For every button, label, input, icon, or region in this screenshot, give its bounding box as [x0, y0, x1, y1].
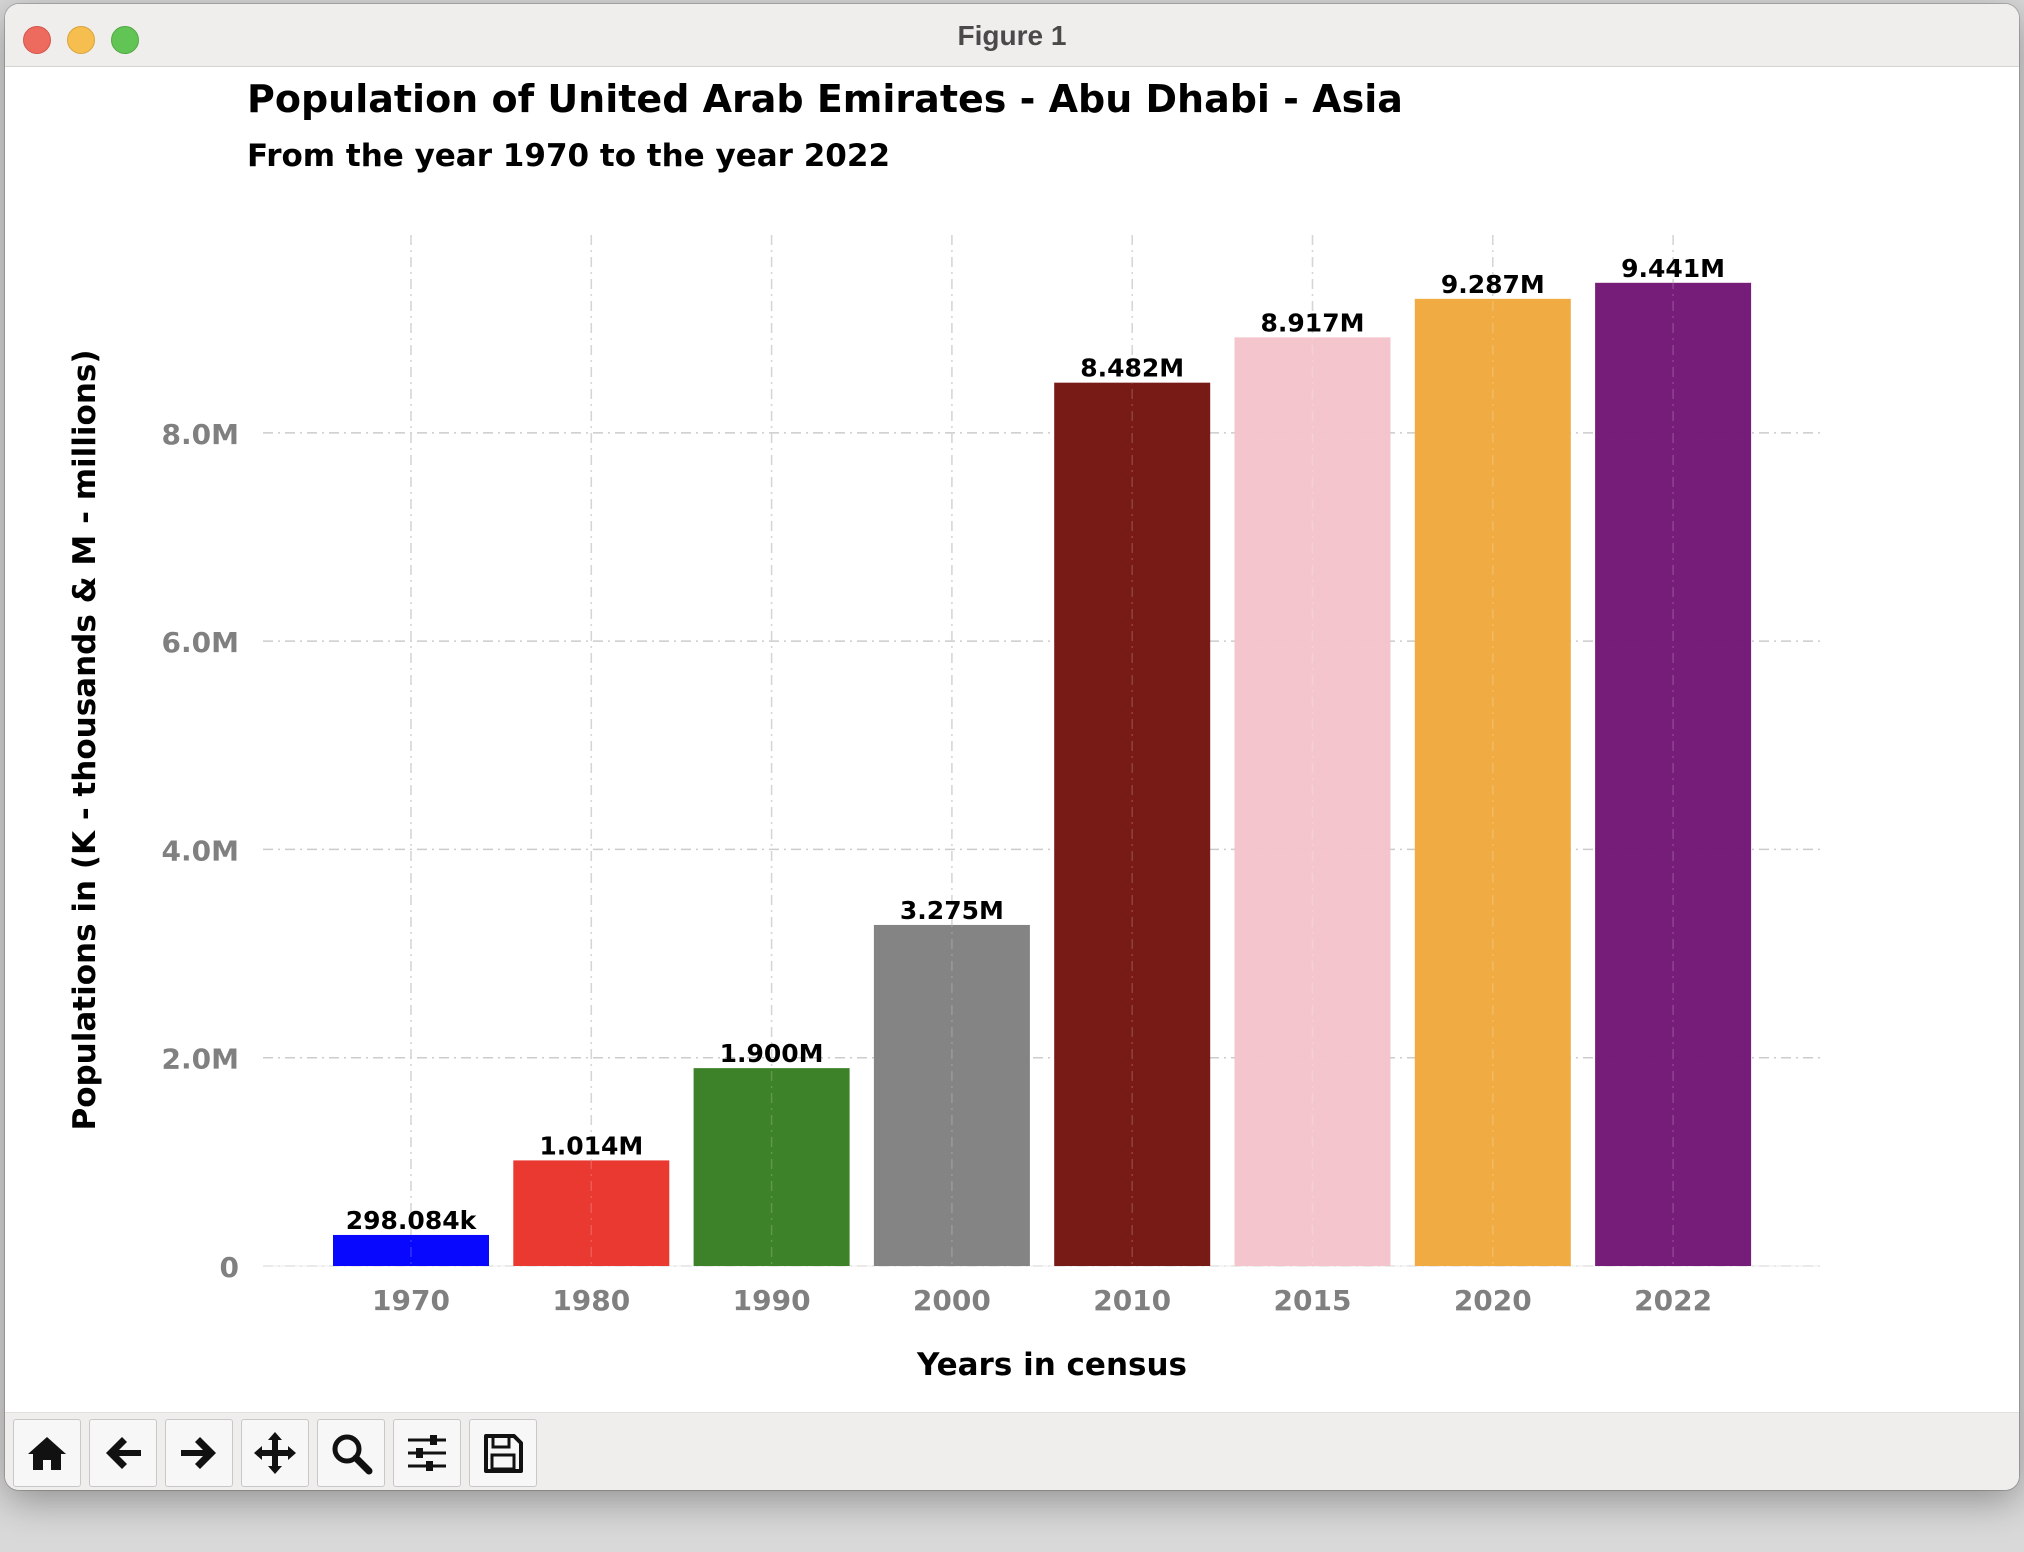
pan-button[interactable] — [241, 1419, 309, 1487]
data-label: 9.287M — [1441, 270, 1545, 299]
bar-2022 — [1595, 282, 1752, 1266]
x-tick-label: 2000 — [913, 1284, 991, 1317]
chart-subtitle: From the year 1970 to the year 2022 — [247, 138, 890, 174]
y-axis-label: Populations in (K - thousands & M - mill… — [67, 349, 103, 1130]
zoom-button[interactable] — [317, 1419, 385, 1487]
x-tick-label: 2010 — [1093, 1284, 1171, 1317]
plot-area: Population of United Arab Emirates - Abu… — [5, 67, 2019, 1412]
y-tick-label: 0 — [220, 1251, 239, 1284]
maximize-button[interactable] — [111, 26, 139, 54]
forward-arrow-icon — [181, 1437, 216, 1469]
data-label: 3.275M — [900, 896, 1004, 925]
bar-1990 — [693, 1068, 850, 1266]
y-tick-label: 8.0M — [162, 418, 239, 451]
y-tick-labels: 0 2.0M 4.0M 6.0M 8.0M — [162, 418, 239, 1284]
bars — [333, 235, 1752, 1267]
x-tick-label: 1970 — [372, 1284, 450, 1317]
x-tick-label: 2020 — [1454, 1284, 1532, 1317]
data-label: 9.441M — [1621, 254, 1725, 283]
save-button[interactable] — [469, 1419, 537, 1487]
home-button[interactable] — [13, 1419, 81, 1487]
bar-1970 — [333, 1234, 489, 1266]
navigation-toolbar — [5, 1412, 2019, 1490]
bar-1980 — [513, 1160, 670, 1266]
configure-subplots-icon — [408, 1435, 446, 1471]
x-tick-labels: 1970 1980 1990 2000 2010 2015 2020 2022 — [372, 1284, 1712, 1317]
minimize-button[interactable] — [67, 26, 95, 54]
data-label: 298.084k — [346, 1206, 478, 1235]
forward-button[interactable] — [165, 1419, 233, 1487]
data-label: 1.900M — [720, 1039, 824, 1068]
data-label: 8.917M — [1261, 308, 1365, 337]
bar-2010 — [1054, 382, 1211, 1267]
back-button[interactable] — [89, 1419, 157, 1487]
chart-title: Population of United Arab Emirates - Abu… — [247, 77, 1403, 121]
save-floppy-icon — [484, 1434, 523, 1473]
bar-2015 — [1234, 337, 1391, 1267]
x-tick-label: 1990 — [733, 1284, 811, 1317]
grid-lines — [263, 235, 1820, 1267]
configure-subplots-button[interactable] — [393, 1419, 461, 1487]
data-label: 8.482M — [1080, 354, 1184, 383]
figure-window: Figure 1 Population of United Arab Emira… — [5, 4, 2019, 1490]
data-labels: 298.084k 1.014M 1.900M 3.275M 8.482M 8.917M 9.… — [346, 254, 1725, 1235]
title-bar: Figure 1 — [5, 4, 2019, 67]
y-tick-label: 6.0M — [162, 626, 239, 659]
close-button[interactable] — [23, 26, 51, 54]
bar-chart: Population of United Arab Emirates - Abu… — [67, 77, 1820, 1383]
back-arrow-icon — [106, 1437, 141, 1469]
data-label: 1.014M — [539, 1131, 643, 1160]
bar-2000 — [873, 924, 1030, 1266]
x-tick-label: 2015 — [1274, 1284, 1352, 1317]
home-icon — [28, 1437, 66, 1470]
y-tick-label: 2.0M — [162, 1043, 239, 1076]
pan-move-icon — [254, 1432, 296, 1474]
x-tick-label: 2022 — [1634, 1284, 1712, 1317]
bar-2020 — [1414, 298, 1571, 1266]
y-tick-label: 4.0M — [162, 834, 239, 867]
x-tick-label: 1980 — [552, 1284, 630, 1317]
window-title: Figure 1 — [957, 20, 1067, 51]
zoom-magnifier-icon — [332, 1434, 373, 1475]
x-axis-label: Years in census — [916, 1347, 1187, 1383]
